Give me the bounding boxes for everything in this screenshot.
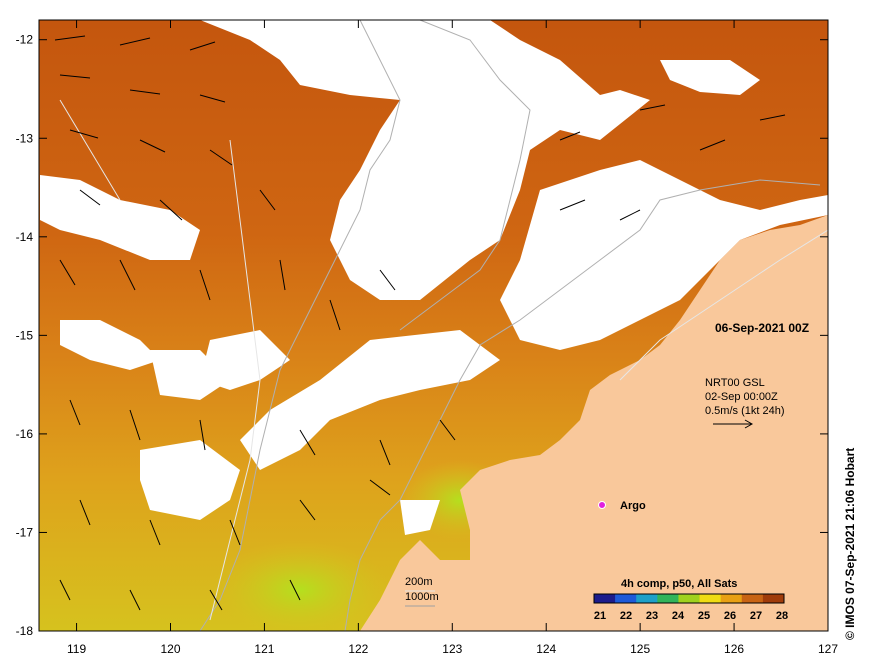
colorbar-tick-label: 28: [776, 610, 788, 622]
axis-labels: 119 120 121 122 123 124 125 126 127 -12 -13 -14 -15 -…: [16, 33, 839, 656]
colorbar-tick-label: 25: [698, 610, 710, 622]
colorbar-segment: [699, 594, 722, 603]
current-info-line1: NRT00 GSL: [705, 377, 765, 389]
colorbar-segment: [636, 594, 658, 603]
land: [360, 215, 828, 631]
white-contour-lines: [59, 99, 828, 621]
x-tick-label: 122: [348, 642, 368, 656]
date-label: 06-Sep-2021 00Z: [715, 321, 809, 335]
x-tick-label: 120: [160, 642, 180, 656]
colorbar-tick-label: 21: [594, 610, 606, 622]
bathymetry-contours: [199, 20, 821, 631]
y-tick-label: -13: [16, 131, 34, 145]
colorbar-segment: [741, 594, 764, 603]
colorbar-segment: [615, 594, 637, 603]
x-tick-label: 124: [536, 642, 556, 656]
colorbar-segment: [720, 594, 743, 603]
x-tick-label: 126: [724, 642, 744, 656]
colorbar-tick-label: 22: [620, 610, 632, 622]
current-info-line3: 0.5m/s (1kt 24h): [705, 405, 784, 417]
colorbar-border: [593, 593, 785, 604]
colorbar-segment: [678, 594, 701, 603]
y-tick-label: -14: [16, 230, 34, 244]
colorbar-segment: [657, 594, 679, 603]
colorbar-segment: [762, 594, 785, 603]
credit-text: © IMOS 07-Sep-2021 21:06 Hobart: [843, 447, 857, 640]
colorbar-segment: [594, 594, 616, 603]
cloud-mask: [40, 20, 828, 535]
colorbar-tick-label: 23: [646, 610, 658, 622]
colorbar: 21 22 23 24 25 26 27 28: [593, 593, 788, 622]
y-tick-label: -16: [16, 427, 34, 441]
cool-water-patch: [210, 540, 390, 631]
y-tick-label: -15: [16, 328, 34, 342]
current-info-line2: 02-Sep 00:00Z: [705, 391, 778, 403]
x-tick-label: 121: [254, 642, 274, 656]
x-tick-label: 119: [67, 642, 86, 656]
plot-area: Argo 06-Sep-2021 00Z NRT00 GSL 02-Sep 00…: [39, 20, 828, 631]
x-tick-label: 125: [630, 642, 650, 656]
x-tick-label: 127: [818, 642, 838, 656]
argo-float-marker[interactable]: [598, 501, 606, 509]
y-tick-label: -12: [16, 33, 34, 47]
argo-label: Argo: [620, 500, 646, 512]
depth-legend-shallow: 200m: [405, 576, 433, 588]
colorbar-tick-label: 27: [750, 610, 762, 622]
colorbar-tick-label: 26: [724, 610, 736, 622]
y-tick-label: -18: [16, 624, 34, 638]
current-vectors: [54, 35, 786, 611]
depth-legend-deep: 1000m: [405, 591, 439, 603]
scale-arrow-icon: [713, 419, 754, 429]
axis-ticks: [39, 20, 829, 632]
colorbar-title: 4h comp, p50, All Sats: [621, 578, 737, 590]
plot-frame: [38, 19, 829, 632]
y-tick-label: -17: [16, 525, 34, 539]
x-tick-label: 123: [442, 642, 462, 656]
colorbar-tick-label: 24: [672, 610, 685, 622]
